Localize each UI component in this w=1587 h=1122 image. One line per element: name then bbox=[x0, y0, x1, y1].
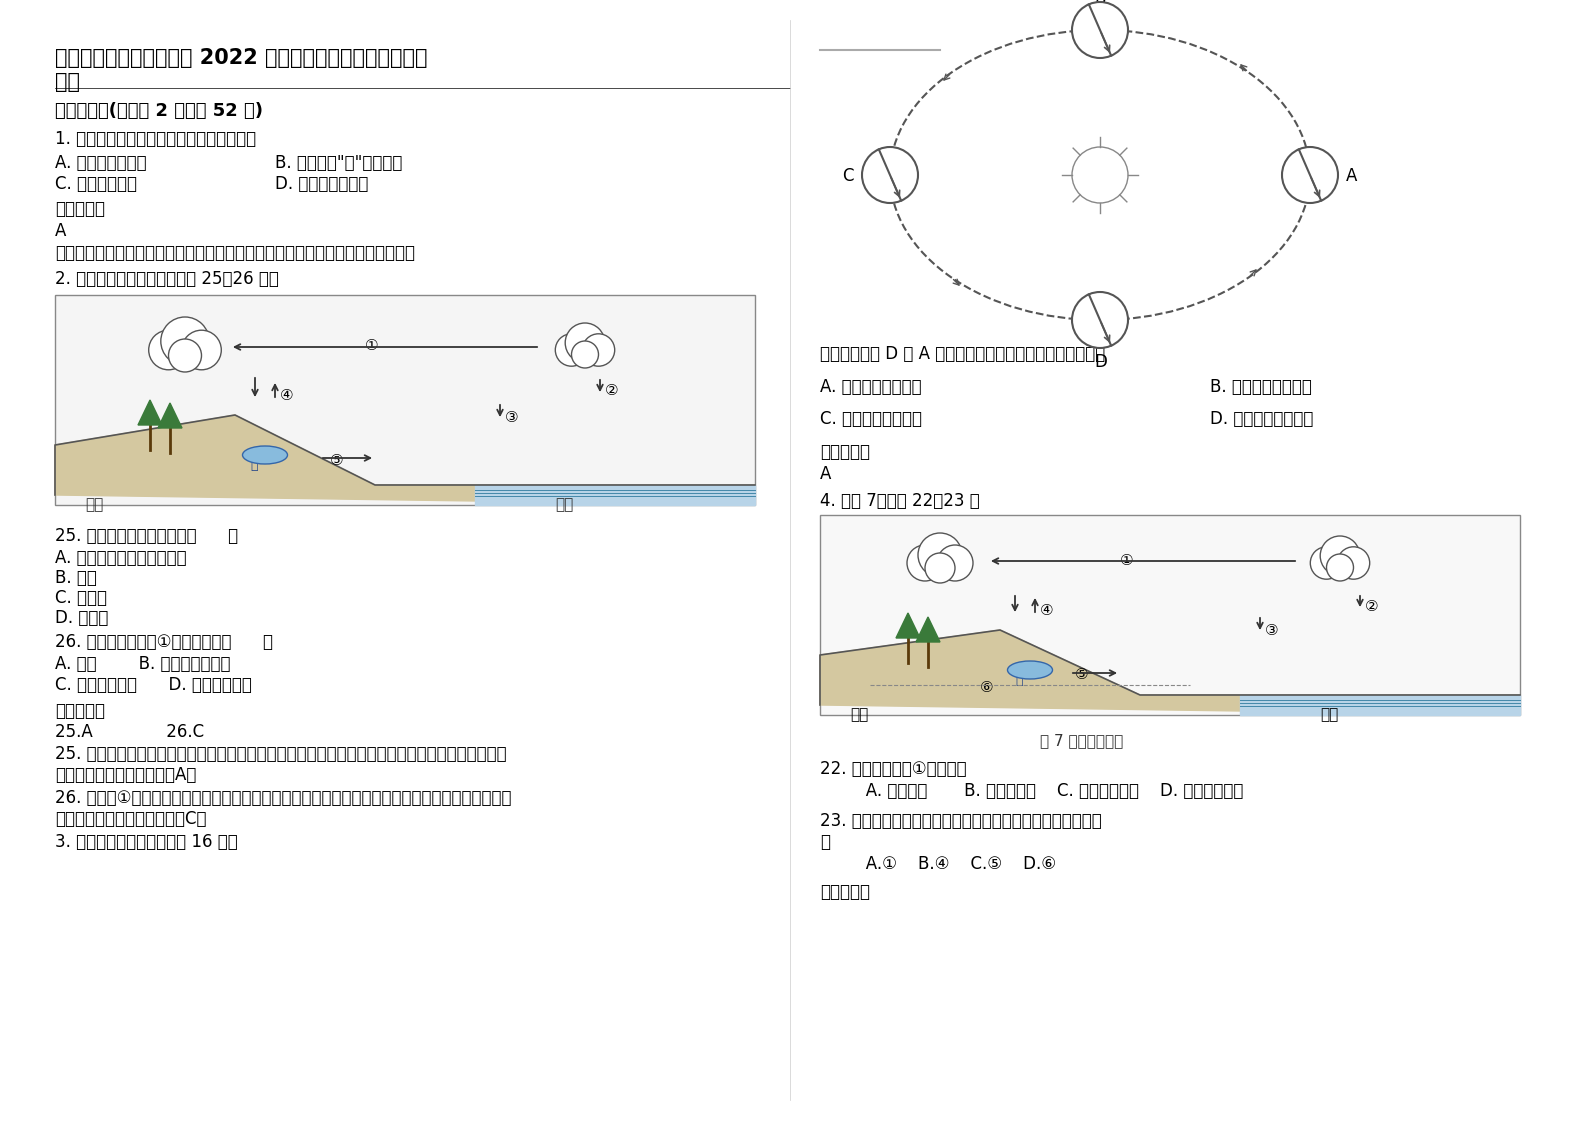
Text: A. 长江        B. 副热带高气压带: A. 长江 B. 副热带高气压带 bbox=[56, 655, 230, 673]
Text: D: D bbox=[1093, 353, 1106, 371]
Text: C. 放鞭炮，守岁迎春: C. 放鞭炮，守岁迎春 bbox=[820, 410, 922, 427]
Text: 4. 读图 7，完成 22～23 题: 4. 读图 7，完成 22～23 题 bbox=[820, 493, 979, 511]
Text: B. 潮汐: B. 潮汐 bbox=[56, 569, 97, 587]
Text: 26. 读图知①环节应该是水汽输送。图中显示该区域位于大陆东岸，而且水汽由海洋吹向陆地，我国: 26. 读图知①环节应该是水汽输送。图中显示该区域位于大陆东岸，而且水汽由海洋吹… bbox=[56, 789, 511, 807]
Text: ①: ① bbox=[1120, 553, 1133, 568]
Circle shape bbox=[908, 545, 943, 581]
Text: A.①    B.④    C.⑤    D.⑥: A.① B.④ C.⑤ D.⑥ bbox=[851, 855, 1055, 873]
Text: ①: ① bbox=[365, 338, 379, 353]
Polygon shape bbox=[820, 629, 1520, 715]
Circle shape bbox=[1071, 292, 1128, 348]
Text: A: A bbox=[1346, 167, 1357, 185]
Circle shape bbox=[571, 341, 598, 368]
Text: ③: ③ bbox=[1265, 623, 1279, 638]
Text: B. 公路多呈"之"字形分布: B. 公路多呈"之"字形分布 bbox=[275, 154, 403, 172]
Text: 3. 读地球公转示意图，回答 16 题。: 3. 读地球公转示意图，回答 16 题。 bbox=[56, 833, 238, 850]
Circle shape bbox=[1338, 546, 1370, 579]
Polygon shape bbox=[56, 415, 755, 505]
Text: 参考答案：: 参考答案： bbox=[820, 883, 870, 901]
Circle shape bbox=[1071, 2, 1128, 58]
Text: A. 吃月饼，共庆团圆: A. 吃月饼，共庆团圆 bbox=[820, 378, 922, 396]
Text: 参考答案：: 参考答案： bbox=[56, 702, 105, 720]
Text: 试题分析：平原地区交通线路一般呈网状分布、限制性因素较少、工程造价较低。: 试题分析：平原地区交通线路一般呈网状分布、限制性因素较少、工程造价较低。 bbox=[56, 243, 414, 263]
Bar bbox=[820, 515, 1520, 715]
Text: 23. 我国南水北调工程体现人类活动对图中哪个环节施加了影: 23. 我国南水北调工程体现人类活动对图中哪个环节施加了影 bbox=[820, 812, 1101, 830]
Text: 陆地: 陆地 bbox=[851, 707, 868, 721]
Ellipse shape bbox=[243, 447, 287, 465]
Circle shape bbox=[917, 533, 962, 577]
Circle shape bbox=[160, 318, 209, 366]
Text: 解析: 解析 bbox=[56, 72, 79, 92]
Text: 要依靠地球重力能。故选：A。: 要依靠地球重力能。故选：A。 bbox=[56, 766, 197, 784]
Text: ③: ③ bbox=[505, 410, 519, 425]
Circle shape bbox=[1311, 546, 1343, 579]
Text: A. 太阳辐射能和地球重力能: A. 太阳辐射能和地球重力能 bbox=[56, 549, 187, 567]
Text: C. 工程造价较高: C. 工程造价较高 bbox=[56, 175, 136, 193]
Text: 1. 有关平原地区交通线路的叙述，正确的是: 1. 有关平原地区交通线路的叙述，正确的是 bbox=[56, 130, 256, 148]
Text: ④: ④ bbox=[279, 388, 294, 403]
Circle shape bbox=[936, 545, 973, 581]
Circle shape bbox=[925, 553, 955, 583]
Text: 26. 下列能实现图中①的功能的是（      ）: 26. 下列能实现图中①的功能的是（ ） bbox=[56, 633, 273, 651]
Text: C. 地热能: C. 地热能 bbox=[56, 589, 106, 607]
Text: A: A bbox=[820, 465, 832, 482]
Circle shape bbox=[555, 334, 587, 366]
Circle shape bbox=[1071, 147, 1128, 203]
Text: 海洋: 海洋 bbox=[555, 497, 573, 512]
Text: C: C bbox=[843, 167, 854, 185]
Text: D. 望双星，鹊桥相会: D. 望双星，鹊桥相会 bbox=[1209, 410, 1314, 427]
Text: D. 限制性因素较多: D. 限制性因素较多 bbox=[275, 175, 368, 193]
Text: 湖: 湖 bbox=[251, 459, 257, 472]
Polygon shape bbox=[475, 485, 755, 505]
Text: D. 生物能: D. 生物能 bbox=[56, 609, 108, 627]
Text: B: B bbox=[1093, 0, 1106, 8]
Bar bbox=[56, 295, 755, 505]
Polygon shape bbox=[897, 613, 920, 638]
Text: 当地球公转由 D 向 A 运动的过程中，我国出现的文化现象是: 当地球公转由 D 向 A 运动的过程中，我国出现的文化现象是 bbox=[820, 344, 1105, 364]
Text: 25.A              26.C: 25.A 26.C bbox=[56, 723, 205, 741]
Ellipse shape bbox=[1008, 661, 1052, 679]
Text: 响: 响 bbox=[820, 833, 830, 850]
Text: ②: ② bbox=[1365, 599, 1379, 614]
Circle shape bbox=[1320, 536, 1360, 576]
Circle shape bbox=[168, 339, 202, 373]
Circle shape bbox=[1327, 554, 1354, 581]
Text: 22. 可以实现图中①环节的是: 22. 可以实现图中①环节的是 bbox=[820, 760, 966, 778]
Text: 一、选择题(每小题 2 分，共 52 分): 一、选择题(每小题 2 分，共 52 分) bbox=[56, 102, 263, 120]
Text: ②: ② bbox=[605, 383, 619, 398]
Text: 夏季风符合条件要求。故选：C。: 夏季风符合条件要求。故选：C。 bbox=[56, 810, 206, 828]
Text: 陆地: 陆地 bbox=[86, 497, 103, 512]
Polygon shape bbox=[138, 401, 162, 425]
Text: 参考答案：: 参考答案： bbox=[820, 443, 870, 461]
Text: 海洋: 海洋 bbox=[1320, 707, 1338, 721]
Circle shape bbox=[582, 334, 614, 366]
Text: B. 荡秋千，踏青插柳: B. 荡秋千，踏青插柳 bbox=[1209, 378, 1312, 396]
Polygon shape bbox=[916, 617, 940, 642]
Text: 图 7 水循环示意图: 图 7 水循环示意图 bbox=[1039, 733, 1124, 748]
Text: ④: ④ bbox=[1039, 603, 1054, 618]
Text: 2. 读「水循环示意图」，完成 25～26 题。: 2. 读「水循环示意图」，完成 25～26 题。 bbox=[56, 270, 279, 288]
Circle shape bbox=[565, 323, 605, 362]
Text: A. 一般呈网状分布: A. 一般呈网状分布 bbox=[56, 154, 146, 172]
Polygon shape bbox=[1239, 695, 1520, 715]
Text: 参考答案：: 参考答案： bbox=[56, 200, 105, 218]
Circle shape bbox=[1282, 147, 1338, 203]
Circle shape bbox=[149, 330, 189, 370]
Text: A. 河川径流       B. 跨流域调水    C. 我国的夏季风    D. 我国的冬季风: A. 河川径流 B. 跨流域调水 C. 我国的夏季风 D. 我国的冬季风 bbox=[851, 782, 1243, 800]
Text: A: A bbox=[56, 222, 67, 240]
Text: ⑤: ⑤ bbox=[1074, 666, 1089, 682]
Text: 湖: 湖 bbox=[1016, 674, 1022, 687]
Text: 25. 水循环的最主要动力是（      ）: 25. 水循环的最主要动力是（ ） bbox=[56, 527, 238, 545]
Polygon shape bbox=[159, 403, 183, 427]
Text: ⑤: ⑤ bbox=[330, 453, 344, 468]
Text: 25. 水循环的蒸发、水汽输送等环节所需的能量主要来自于太阳辐射能；降水、地表径流、下渗等主: 25. 水循环的蒸发、水汽输送等环节所需的能量主要来自于太阳辐射能；降水、地表径… bbox=[56, 745, 506, 763]
Text: 河南省新乡市高产角中学 2022 年高一地理上学期期末试卷含: 河南省新乡市高产角中学 2022 年高一地理上学期期末试卷含 bbox=[56, 48, 427, 68]
Circle shape bbox=[181, 330, 221, 370]
Text: C. 我国的夏季风      D. 我国的冬季风: C. 我国的夏季风 D. 我国的冬季风 bbox=[56, 675, 252, 695]
Text: ⑥: ⑥ bbox=[981, 680, 993, 695]
Circle shape bbox=[862, 147, 917, 203]
